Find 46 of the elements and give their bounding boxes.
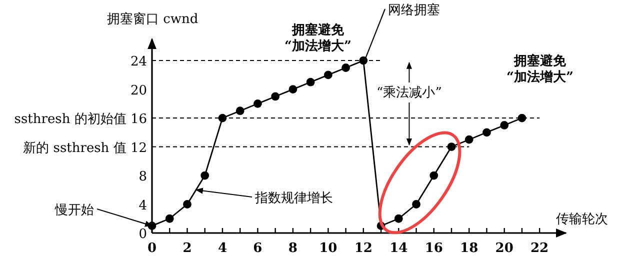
point [518, 114, 526, 122]
annotation: 指数规律增长 [254, 191, 333, 206]
x-tick-label: 20 [495, 241, 514, 256]
annotation: 拥塞避免 “加法增大” [506, 53, 574, 85]
x-tick-label: 6 [253, 241, 262, 256]
y-tick-label: 20 [130, 83, 147, 98]
x-tick-label: 10 [319, 241, 338, 256]
point [254, 99, 262, 108]
point [200, 171, 210, 180]
y-tick-label: 0 [138, 227, 147, 242]
point [165, 214, 174, 223]
annotation: “乘法减小” [376, 85, 442, 100]
point [183, 200, 192, 208]
point [482, 128, 491, 137]
y-tick-label: 24 [130, 54, 147, 70]
x-tick-label: 22 [530, 241, 549, 256]
point [447, 142, 456, 151]
point [288, 85, 298, 94]
x-tick-label: 14 [390, 241, 408, 256]
point [342, 64, 350, 72]
annotation: 拥塞避免 “加法增大” [284, 22, 352, 54]
point [394, 214, 403, 223]
x-tick-label: 4 [218, 241, 227, 256]
x-axis-title: 传输轮次 [556, 212, 608, 227]
annotation: 慢开始 [54, 203, 94, 218]
y-tick-label: ssthresh 的初始值 16 [14, 112, 147, 128]
x-tick-label: 16 [424, 241, 443, 256]
point [412, 200, 420, 208]
x-tick-label: 8 [288, 241, 298, 256]
y-axis-title: 拥塞窗口 cwnd [107, 11, 198, 27]
point [271, 92, 280, 101]
x-tick-label: 18 [460, 241, 478, 256]
y-tick-label: 新的 ssthresh 值 12 [23, 140, 147, 156]
point [464, 135, 474, 144]
point [218, 114, 227, 122]
point [306, 78, 315, 86]
y-tick-label: 4 [138, 198, 147, 214]
annotation: 网络拥塞 [388, 2, 440, 18]
point [236, 106, 244, 116]
point [359, 56, 368, 65]
x-tick-label: 2 [182, 241, 192, 256]
x-tick-label: 12 [354, 241, 372, 256]
point [430, 171, 438, 180]
point [500, 121, 509, 130]
point [324, 70, 332, 80]
y-tick-label: 8 [138, 170, 147, 185]
